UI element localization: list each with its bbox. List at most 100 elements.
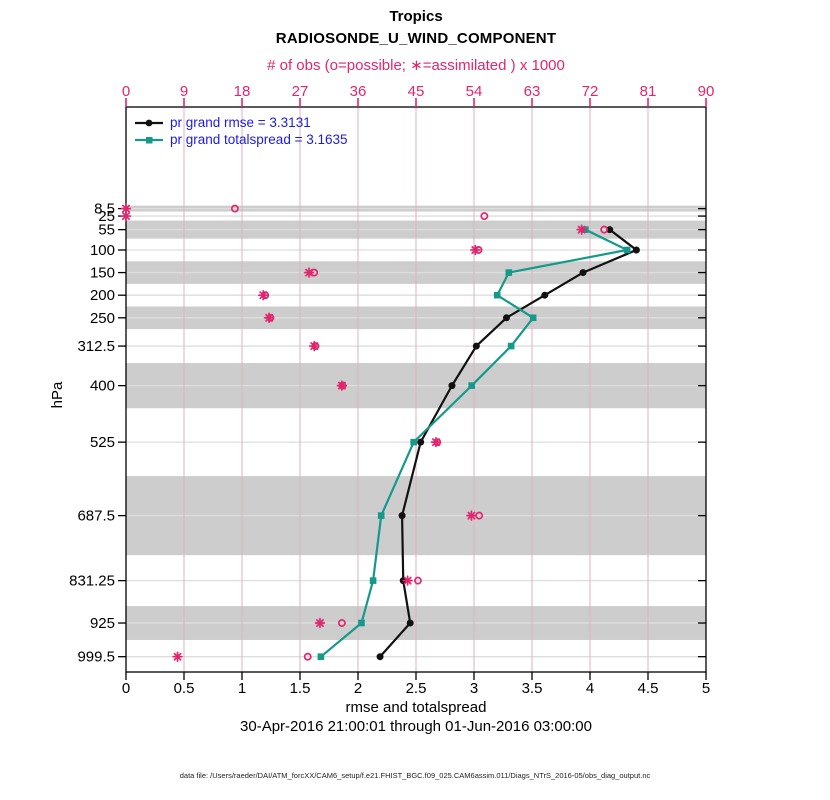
totalspread-point bbox=[507, 342, 515, 350]
totalspread-point bbox=[317, 653, 325, 661]
rmse-point bbox=[448, 382, 456, 390]
obs-axis-tick-label: 45 bbox=[408, 83, 425, 100]
asterisk-stroke bbox=[305, 268, 313, 277]
x-axis-tick-label: 0 bbox=[122, 680, 130, 697]
y-axis-tick-label: 831.25 bbox=[69, 573, 115, 590]
totalspread-point bbox=[377, 512, 385, 519]
obs-axis-tick-label: 36 bbox=[350, 83, 367, 100]
y-axis-tick-label: 525 bbox=[90, 434, 115, 451]
date-range: 30-Apr-2016 21:00:01 through 01-Jun-2016… bbox=[240, 718, 592, 735]
y-axis-tick-label: 312.5 bbox=[77, 338, 115, 355]
totalspread-point bbox=[623, 246, 631, 254]
obs-assimilated-marker bbox=[314, 617, 326, 629]
rmse-point bbox=[579, 269, 587, 277]
totalspread-point bbox=[410, 438, 417, 446]
x-axis-tick-label: 2.5 bbox=[406, 680, 427, 697]
rmse-point bbox=[376, 653, 384, 661]
asterisk-stroke bbox=[337, 381, 346, 390]
obs-possible-marker bbox=[600, 225, 609, 234]
obs-assimilated-marker bbox=[172, 651, 183, 662]
y-axis-tick-label: 999.5 bbox=[77, 649, 115, 666]
legend: pr grand rmse = 3.3131 pr grand totalspr… bbox=[134, 114, 348, 148]
rmse-point bbox=[406, 619, 414, 627]
asterisk-stroke bbox=[471, 246, 480, 254]
obs-assimilated-marker bbox=[430, 436, 442, 448]
obs-axis-tick-label: 72 bbox=[582, 83, 599, 100]
obs-assimilated-marker bbox=[402, 575, 413, 586]
obs-assimilated-marker bbox=[576, 224, 587, 235]
obs-axis-tick-label: 18 bbox=[234, 83, 251, 100]
asterisk-stroke bbox=[310, 342, 319, 351]
obs-axis-tick-label: 81 bbox=[640, 83, 657, 100]
asterisk-stroke bbox=[577, 225, 586, 234]
y-axis-label: hPa bbox=[49, 381, 66, 408]
totalspread-point bbox=[369, 577, 377, 584]
x-axis-tick-label: 1 bbox=[238, 680, 246, 697]
asterisk-stroke bbox=[432, 438, 440, 447]
obs-assimilated-marker bbox=[308, 340, 320, 352]
x-axis-tick-label: 1.5 bbox=[290, 680, 311, 697]
asterisk-stroke bbox=[122, 212, 130, 221]
legend-rmse-label: pr grand rmse = 3.3131 bbox=[170, 115, 311, 130]
rmse-point bbox=[606, 226, 614, 234]
obs-assimilated-marker bbox=[258, 289, 269, 301]
obs-assimilated-marker bbox=[120, 210, 132, 222]
obs-possible-marker bbox=[303, 652, 312, 661]
legend-item-totalspread: pr grand totalspread = 3.1635 bbox=[134, 131, 348, 148]
obs-axis-tick-label: 63 bbox=[524, 83, 541, 100]
x-axis-tick-label: 3 bbox=[470, 680, 478, 697]
totalspread-line bbox=[320, 228, 629, 658]
obs-assimilated-marker bbox=[470, 244, 481, 256]
x-axis-tick-label: 0.5 bbox=[174, 680, 195, 697]
obs-axis-tick-label: 54 bbox=[466, 83, 483, 100]
obs-assimilated-marker bbox=[263, 312, 275, 324]
obs-axis-tick-label: 27 bbox=[292, 83, 309, 100]
rmse-point bbox=[398, 512, 406, 520]
y-axis-tick-label: 400 bbox=[90, 378, 115, 395]
y-axis-tick-label: 687.5 bbox=[77, 508, 115, 525]
obs-possible-marker bbox=[480, 212, 489, 221]
variable-title: RADIOSONDE_U_WIND_COMPONENT bbox=[275, 30, 557, 47]
asterisk-stroke bbox=[265, 313, 274, 322]
totalspread-point bbox=[505, 269, 513, 276]
x-axis-tick-label: 5 bbox=[702, 680, 710, 697]
totalspread-point bbox=[358, 619, 365, 627]
totalspread-point bbox=[468, 382, 475, 389]
obs-axis-tick-label: 9 bbox=[180, 83, 188, 100]
asterisk-stroke bbox=[173, 652, 182, 661]
totalspread-line-sample-icon bbox=[135, 136, 163, 143]
rmse-point bbox=[541, 291, 549, 299]
x-axis-tick-label: 4.5 bbox=[638, 680, 659, 697]
rmse-point bbox=[417, 438, 425, 446]
totalspread-point bbox=[493, 291, 501, 299]
y-axis-tick-label: 250 bbox=[90, 310, 115, 327]
obs-possible-marker bbox=[337, 619, 346, 627]
obs-axis-tick-label: 0 bbox=[122, 83, 130, 100]
obs-possible-marker bbox=[413, 576, 422, 585]
y-axis-tick-label: 925 bbox=[90, 615, 115, 632]
legend-totalspread-label: pr grand totalspread = 3.1635 bbox=[170, 132, 348, 147]
y-axis-tick-label: 200 bbox=[90, 287, 115, 304]
x-axis-tick-label: 3.5 bbox=[522, 680, 543, 697]
legend-item-rmse: pr grand rmse = 3.3131 bbox=[134, 114, 348, 131]
obs-possible-marker bbox=[230, 204, 239, 213]
y-axis-tick-label: 25 bbox=[98, 208, 115, 225]
obs-axis-tick-label: 90 bbox=[698, 83, 715, 100]
x-axis-tick-label: 4 bbox=[586, 680, 594, 697]
rmse-line-sample-icon bbox=[135, 119, 163, 126]
obs-axis-label: # of obs (o=possible; ∗=assimilated ) x … bbox=[267, 57, 565, 74]
asterisk-stroke bbox=[403, 576, 412, 585]
rmse-line bbox=[379, 228, 638, 658]
obs-assimilated-marker bbox=[336, 380, 348, 391]
x-axis-label: rmse and totalspread bbox=[345, 699, 487, 716]
rmse-point bbox=[472, 342, 480, 350]
x-axis-tick-label: 2 bbox=[354, 680, 362, 697]
asterisk-stroke bbox=[467, 511, 476, 520]
y-axis-tick-label: 55 bbox=[98, 222, 115, 239]
obs-assimilated-marker bbox=[466, 510, 477, 521]
rmse-point bbox=[632, 246, 640, 254]
obs-assimilated-marker bbox=[303, 267, 315, 278]
page-title: Tropics bbox=[389, 8, 443, 25]
